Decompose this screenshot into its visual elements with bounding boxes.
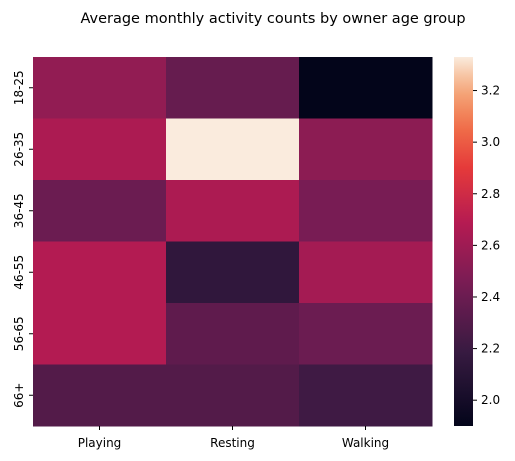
heatmap-cell xyxy=(166,57,300,119)
heatmap-cell xyxy=(299,303,433,365)
heatmap-cell xyxy=(33,303,167,365)
heatmap-cell xyxy=(166,364,300,427)
y-tick-label: 36-45 xyxy=(12,193,26,228)
colorbar xyxy=(454,57,473,426)
x-axis-ticks: Playing Resting Walking xyxy=(78,426,389,450)
y-tick-label: 18-25 xyxy=(12,70,26,105)
heatmap-cell xyxy=(166,118,300,181)
colorbar-tick-label: 3.0 xyxy=(481,135,500,149)
heatmap-cell xyxy=(299,118,433,181)
colorbar-tick-label: 2.4 xyxy=(481,290,500,304)
chart-title: Average monthly activity counts by owner… xyxy=(80,11,465,27)
x-tick-label: Playing xyxy=(78,436,122,450)
heatmap-cell xyxy=(33,57,167,119)
x-tick-label: Walking xyxy=(342,436,389,450)
colorbar-ticks: 2.0 2.2 2.4 2.6 2.8 3.0 3.2 xyxy=(473,84,500,407)
y-tick-label: 26-35 xyxy=(12,132,26,167)
colorbar-tick-label: 2.2 xyxy=(481,342,500,356)
heatmap-cells xyxy=(33,57,433,427)
heatmap-cell xyxy=(166,241,300,304)
y-tick-label: 46-55 xyxy=(12,255,26,290)
heatmap-cell xyxy=(299,180,433,242)
y-tick-label: 66+ xyxy=(12,383,26,408)
heatmap-cell xyxy=(166,180,300,242)
heatmap-cell xyxy=(33,180,167,242)
colorbar-tick-label: 2.0 xyxy=(481,393,500,407)
colorbar-tick-label: 3.2 xyxy=(481,84,500,98)
y-axis-ticks: 18-25 26-35 36-45 46-55 56-65 66+ xyxy=(12,70,33,408)
heatmap-cell xyxy=(33,364,167,427)
x-tick-label: Resting xyxy=(210,436,255,450)
heatmap-cell xyxy=(166,303,300,365)
colorbar-tick-label: 2.6 xyxy=(481,238,500,252)
heatmap-cell xyxy=(33,118,167,181)
heatmap-cell xyxy=(299,364,433,427)
colorbar-tick-label: 2.8 xyxy=(481,187,500,201)
heatmap-cell xyxy=(33,241,167,304)
y-tick-label: 56-65 xyxy=(12,316,26,351)
heatmap-cell xyxy=(299,241,433,304)
heatmap-cell xyxy=(299,57,433,119)
